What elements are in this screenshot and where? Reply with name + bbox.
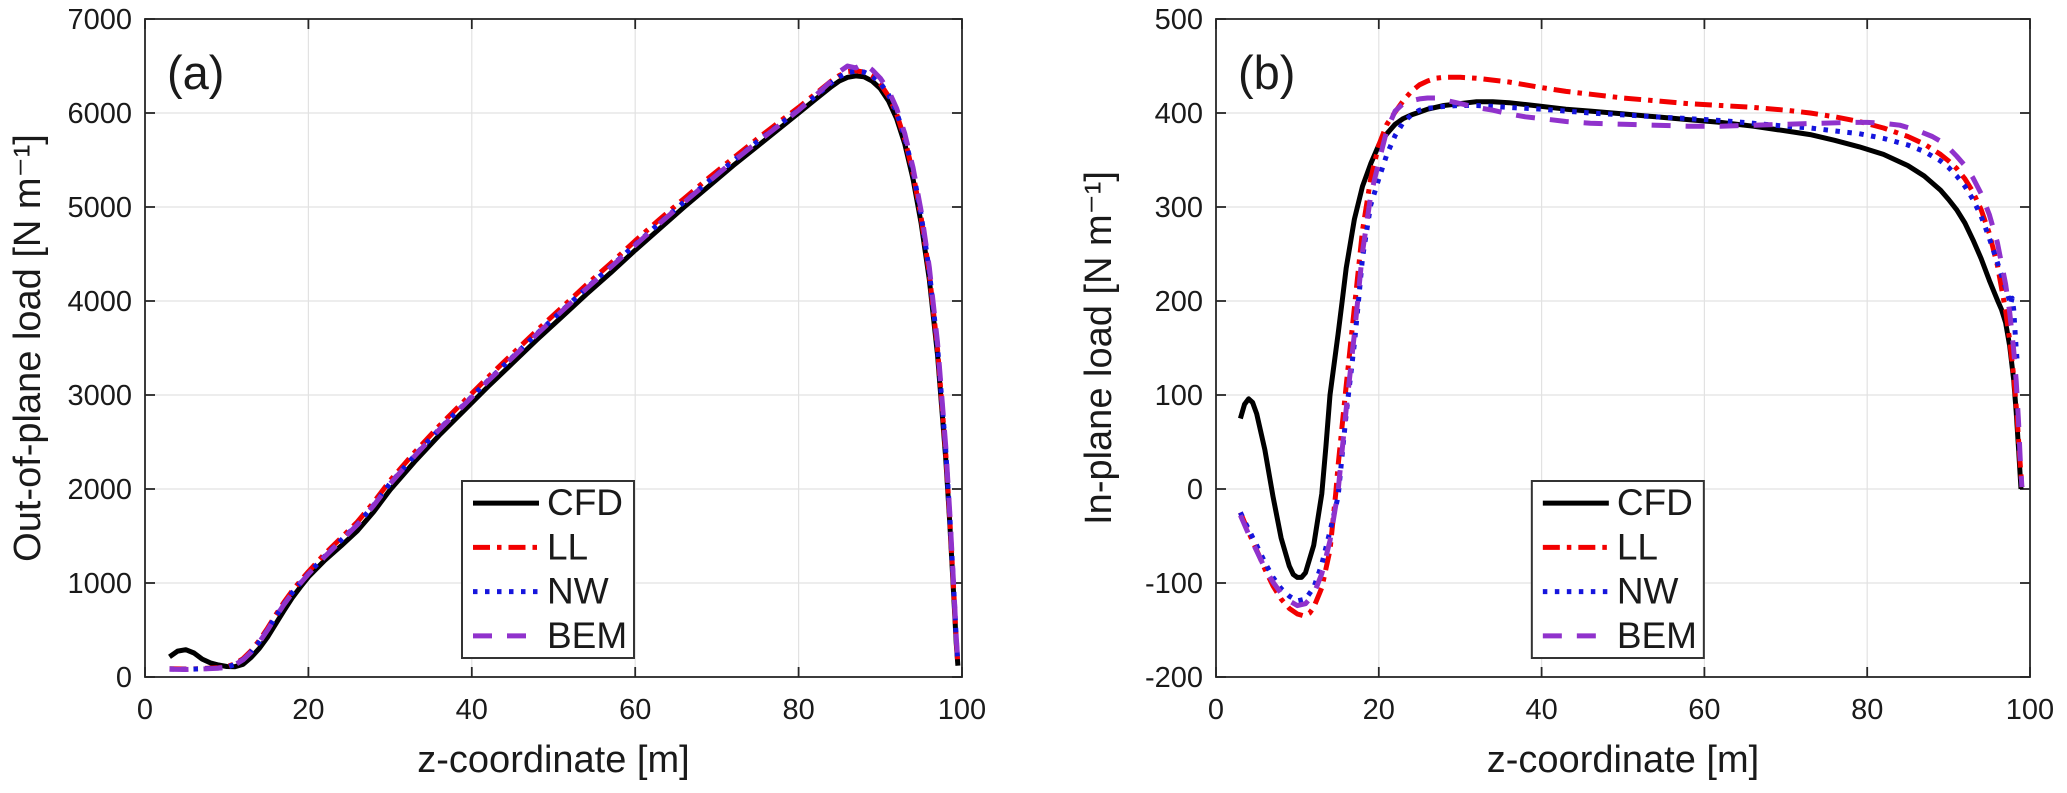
- y-axis-label: Out-of-plane load [N m⁻¹]: [7, 134, 49, 562]
- series-line-CFD: [1237, 99, 2024, 580]
- y-tick-label: 400: [1155, 98, 1203, 130]
- series-line-LL: [1238, 74, 2025, 619]
- y-tick-label: 3000: [67, 380, 132, 412]
- panel-b: 0 20 40 60 80 100 -200 -100 0 100 200 300 400 500 z-co…: [1078, 4, 2054, 781]
- axes-box: [1215, 18, 2031, 678]
- axes-box: [144, 18, 963, 678]
- x-tick-label: 60: [1688, 694, 1720, 726]
- y-tick-label: 500: [1155, 4, 1203, 36]
- series-line-BEM: [169, 61, 961, 672]
- legend-box: [460, 480, 635, 659]
- y-tick-label: 100: [1155, 380, 1203, 412]
- y-tick-label: 200: [1155, 286, 1203, 318]
- legend-label-LL: LL: [1617, 526, 1658, 567]
- x-tick-label: 0: [1208, 694, 1224, 726]
- x-tick-label: 100: [2006, 694, 2054, 726]
- legend-label-BEM: BEM: [1617, 615, 1697, 656]
- y-tick-label: 5000: [67, 192, 132, 224]
- x-tick-label: 40: [456, 694, 488, 726]
- x-axis-label: z-coordinate [m]: [1487, 739, 1759, 781]
- legend-label-NW: NW: [547, 571, 609, 612]
- legend-label-BEM: BEM: [547, 615, 627, 656]
- x-tick-label: 80: [1851, 694, 1883, 726]
- x-axis-label: z-coordinate [m]: [417, 739, 689, 781]
- y-tick-label: -200: [1145, 662, 1203, 694]
- y-tick-label: 0: [116, 662, 132, 694]
- x-tick-label: 20: [292, 694, 324, 726]
- panel-a: 0 20 40 60 80 1000100020003000400050006000700…: [7, 4, 986, 781]
- x-tick-label: 80: [782, 694, 814, 726]
- x-tick-label: 100: [938, 694, 986, 726]
- y-tick-label: 2000: [67, 474, 132, 506]
- y-tick-label: 1000: [67, 568, 132, 600]
- y-tick-label: 300: [1155, 192, 1203, 224]
- y-tick-label: 6000: [67, 98, 132, 130]
- x-tick-label: 40: [1525, 694, 1557, 726]
- y-tick-label: 7000: [67, 4, 132, 36]
- y-tick-label: 4000: [67, 286, 132, 318]
- legend-label-LL: LL: [547, 526, 588, 567]
- panel-label: (b): [1238, 46, 1295, 99]
- x-tick-label: 20: [1363, 694, 1395, 726]
- series-line-NW: [1238, 103, 2020, 604]
- series-line-BEM: [1238, 95, 2025, 609]
- y-tick-label: -100: [1145, 568, 1203, 600]
- x-tick-label: 60: [619, 694, 651, 726]
- legend-label-CFD: CFD: [547, 482, 623, 523]
- legend-box: [1530, 480, 1705, 659]
- x-tick-label: 0: [137, 694, 153, 726]
- panel-label: (a): [167, 46, 224, 99]
- y-tick-label: 0: [1187, 474, 1203, 506]
- y-axis-label: In-plane load [N m⁻¹]: [1078, 171, 1120, 525]
- legend-label-CFD: CFD: [1617, 482, 1693, 523]
- legend-label-NW: NW: [1617, 571, 1679, 612]
